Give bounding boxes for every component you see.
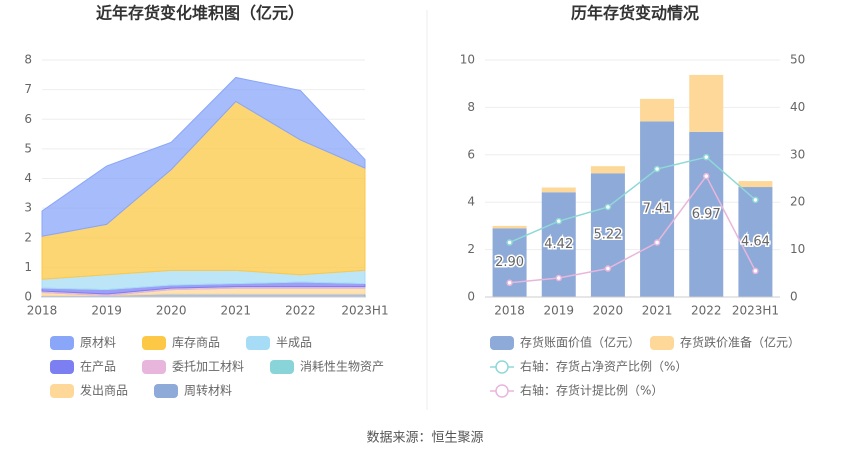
x-tick-label: 2020	[156, 304, 187, 318]
legend-label: 消耗性生物资产	[300, 360, 384, 374]
y-tick-label: 1	[24, 260, 32, 274]
line-point	[555, 274, 562, 282]
legend-label: 存货跌价准备（亿元）	[680, 335, 800, 350]
y-tick-label: 2	[467, 242, 475, 256]
legend-label: 库存商品	[172, 335, 220, 350]
y-tick-label: 7	[24, 82, 32, 96]
legend-swatch	[270, 360, 294, 374]
y-tick-label: 0	[24, 290, 32, 304]
line-point	[653, 239, 661, 246]
y2-tick-label: 10	[790, 242, 805, 256]
line-point	[703, 153, 710, 161]
x-tick-label: 2018	[494, 304, 525, 318]
y2-tick-label: 50	[790, 53, 805, 67]
x-tick-label: 2018	[27, 304, 58, 318]
y2-tick-label: 40	[790, 100, 805, 114]
legend-label: 右轴：存货占净资产比例（%）	[520, 359, 687, 374]
value-label: 6.97	[692, 207, 721, 222]
line-point	[604, 203, 612, 211]
line	[509, 174, 757, 284]
x-tick-label: 2021	[221, 304, 252, 318]
legend-label: 周转材料	[184, 383, 232, 398]
y-tick-label: 6	[24, 112, 32, 126]
y-tick-label: 10	[460, 53, 475, 67]
value-label: 4.42	[544, 237, 573, 252]
legend-label: 存货账面价值（亿元）	[520, 335, 640, 350]
legend-label: 原材料	[80, 336, 116, 350]
bar	[541, 187, 576, 193]
bar	[640, 98, 675, 122]
y-tick-label: 4	[24, 171, 32, 185]
x-tick-label: 2021	[642, 304, 673, 318]
bar	[738, 181, 773, 188]
legend-swatch	[650, 336, 674, 350]
value-label: 7.41	[643, 202, 672, 217]
legend-swatch	[50, 336, 74, 350]
line-point	[703, 172, 710, 180]
y-tick-label: 4	[467, 195, 475, 209]
legend-label: 在产品	[80, 360, 116, 374]
y2-tick-label: 20	[790, 195, 805, 209]
y-tick-label: 5	[24, 141, 32, 155]
line-point	[604, 265, 612, 272]
bar	[689, 74, 724, 132]
legend-label: 发出商品	[80, 383, 128, 398]
value-label: 4.64	[741, 235, 770, 250]
y-tick-label: 2	[24, 230, 32, 244]
bar	[590, 173, 625, 297]
y-tick-label: 3	[24, 201, 32, 215]
line-point	[555, 217, 562, 225]
legend-label: 右轴：存货计提比例（%）	[520, 383, 663, 398]
legend-swatch	[246, 336, 270, 350]
x-tick-label: 2023H1	[341, 304, 388, 318]
y-tick-label: 0	[467, 290, 475, 304]
legend-swatch	[495, 384, 509, 398]
legend-label: 委托加工材料	[172, 360, 244, 374]
y-tick-label: 8	[24, 53, 32, 67]
bar	[590, 166, 625, 174]
x-tick-label: 2023H1	[732, 304, 779, 318]
line-point	[506, 279, 513, 287]
line-point	[506, 239, 513, 246]
value-label: 2.90	[495, 255, 524, 270]
y-tick-label: 6	[467, 147, 475, 161]
line-point	[752, 267, 759, 275]
legend-label: 半成品	[276, 336, 312, 350]
legend-swatch	[50, 360, 74, 374]
legend-swatch	[142, 336, 166, 350]
bar	[640, 121, 675, 298]
x-tick-label: 2019	[543, 304, 574, 318]
y-tick-label: 8	[467, 100, 475, 114]
line-point	[752, 196, 759, 204]
area	[41, 76, 366, 237]
y2-tick-label: 0	[790, 290, 798, 304]
legend-swatch	[490, 336, 514, 350]
source: 数据来源：恒生聚源	[366, 431, 483, 446]
y2-tick-label: 30	[790, 147, 805, 161]
legend-swatch	[142, 360, 166, 374]
bar	[492, 225, 527, 229]
legend-swatch	[495, 360, 509, 374]
bar	[738, 187, 773, 297]
x-tick-label: 2022	[285, 304, 316, 318]
chart-title: 历年存货变动情况	[571, 4, 699, 23]
line	[509, 156, 756, 244]
legend-swatch	[50, 384, 74, 398]
line-point	[653, 165, 661, 173]
value-label: 5.22	[593, 228, 622, 243]
legend-swatch	[154, 384, 178, 398]
chart-title: 近年存货变化堆积图（亿元）	[96, 4, 304, 23]
x-tick-label: 2020	[593, 304, 624, 318]
x-tick-label: 2022	[691, 304, 722, 318]
x-tick-label: 2019	[91, 304, 122, 318]
